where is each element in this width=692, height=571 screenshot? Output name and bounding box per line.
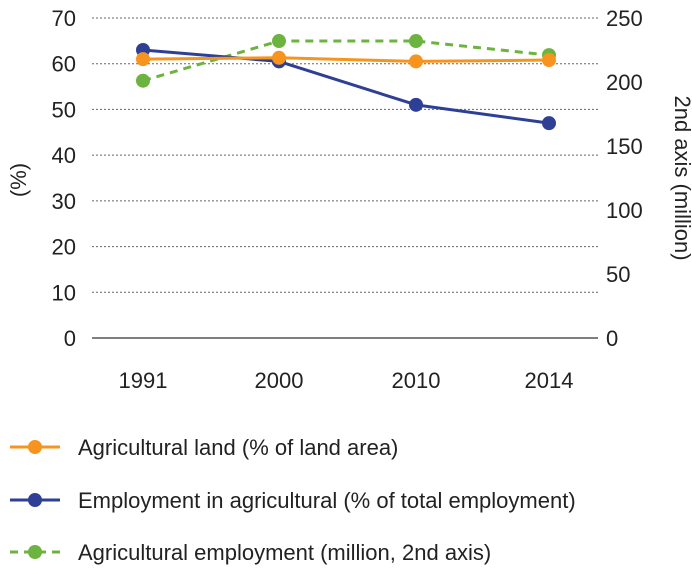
series-line-1	[142, 48, 550, 125]
data-point-2-2010	[409, 34, 423, 49]
legend: Agricultural land (% of land area) Employ…	[10, 435, 576, 565]
legend-label-1: Employment in agricultural (% of total e…	[78, 488, 576, 513]
x-tick-2000: 2000	[255, 368, 304, 393]
legend-label-0: Agricultural land (% of land area)	[78, 435, 398, 460]
legend-label-2: Agricultural employment (million, 2nd ax…	[78, 540, 491, 565]
y-left-axis-title: (%)	[6, 163, 31, 197]
y-right-tick-200: 200	[606, 70, 643, 95]
y-right-tick-250: 250	[606, 6, 643, 31]
data-point-0-2010	[409, 54, 423, 69]
grid-lines	[92, 17, 598, 339]
data-point-1-2010	[409, 97, 423, 112]
x-tick-2010: 2010	[392, 368, 441, 393]
data-point-0-2000	[272, 50, 286, 65]
legend-item-2: Agricultural employment (million, 2nd ax…	[10, 540, 491, 565]
data-point-0-2014	[542, 53, 556, 68]
y-right-tick-50: 50	[606, 262, 630, 287]
legend-item-0: Agricultural land (% of land area)	[10, 435, 398, 460]
data-point-2-2000	[272, 34, 286, 49]
series	[136, 34, 556, 131]
y-left-tick-60: 60	[52, 52, 76, 77]
y-right-tick-150: 150	[606, 134, 643, 159]
y-right-tick-0: 0	[606, 326, 618, 351]
series-0	[136, 50, 556, 69]
legend-swatch-marker-1	[28, 493, 42, 507]
x-tick-1991: 1991	[119, 368, 168, 393]
legend-item-1: Employment in agricultural (% of total e…	[10, 488, 576, 513]
series-line-2	[142, 39, 550, 83]
data-point-2-1991	[136, 73, 150, 88]
y-left-tick-10: 10	[52, 280, 76, 305]
y-left-tick-20: 20	[52, 235, 76, 260]
y-left-tick-50: 50	[52, 97, 76, 122]
y-left-tick-0: 0	[64, 326, 76, 351]
legend-swatch-marker-2	[28, 545, 42, 559]
x-tick-2014: 2014	[525, 368, 574, 393]
data-point-1-2014	[542, 116, 556, 131]
y-left-tick-70: 70	[52, 6, 76, 31]
series-1	[136, 43, 556, 131]
legend-swatch-marker-0	[28, 440, 42, 454]
y-left-tick-30: 30	[52, 189, 76, 214]
y-left-tick-40: 40	[52, 143, 76, 168]
axes: 0 10 20 30 40 50 60 70 0 50 100 150 200 250 1991 2000 20…	[6, 6, 692, 393]
y-right-axis-title: 2nd axis (million)	[670, 95, 692, 260]
data-point-0-1991	[136, 52, 150, 67]
series-line-0	[142, 56, 550, 63]
y-right-tick-100: 100	[606, 198, 643, 223]
